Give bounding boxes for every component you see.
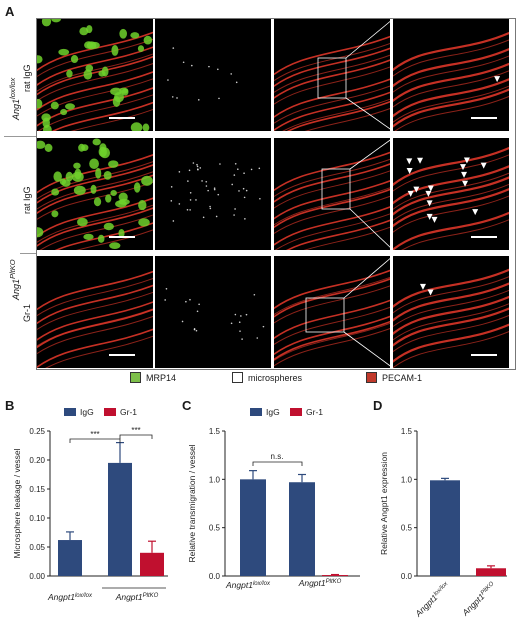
panel-letter-d: D <box>373 398 383 413</box>
y-tick-label: 1.0 <box>401 475 413 484</box>
micrograph-r2-c2 <box>155 138 271 250</box>
scale-bar <box>471 117 497 119</box>
sig-bracket <box>252 461 303 466</box>
y-tick-label: 1.0 <box>209 475 221 484</box>
legend-pecam1: PECAM-1 <box>366 372 422 383</box>
y-tick-label: 0.10 <box>29 514 45 523</box>
legend-swatch <box>250 408 262 416</box>
y-tick-label: 0.15 <box>29 485 45 494</box>
scale-bar <box>109 354 135 356</box>
y-axis-label: Microsphere leakage / vessel <box>12 448 22 558</box>
x-group-label: Angpt1lox/lox <box>413 580 453 620</box>
micrograph-r3-c1 <box>37 256 153 368</box>
chart-d: 0.0 0.5 1.0 1.5 Relative Angpt1 expression An… <box>379 427 507 620</box>
chart-c: 0.0 0.5 1.0 1.5 Relative transmigration / ve… <box>187 407 360 590</box>
bar <box>240 479 266 576</box>
mrp14-swatch <box>130 372 141 383</box>
micrograph-r2-c1 <box>37 138 153 250</box>
y-tick-label: 0.0 <box>401 572 413 581</box>
x-group-label: Angpt1PltKO <box>298 578 342 588</box>
micrograph-r1-c4 <box>393 19 509 131</box>
legend-pecam1-label: PECAM-1 <box>382 372 423 383</box>
micrograph-r2-c4 <box>393 138 509 250</box>
scale-bar <box>471 354 497 356</box>
legend-swatch <box>290 408 302 416</box>
treatment-label-3: Gr-1 <box>22 304 32 322</box>
genotype-label-lox: Ang1lox/lox <box>8 77 21 120</box>
panel-letter-a: A <box>5 4 15 19</box>
y-axis-label: Relative Angpt1 expression <box>379 452 389 555</box>
micrograph-r3-c2 <box>155 256 271 368</box>
pecam1-swatch <box>366 372 377 383</box>
zoom-region-box <box>321 168 351 210</box>
x-group-label: Angpt1lox/lox <box>47 592 93 602</box>
bar <box>58 540 82 576</box>
bar <box>289 482 315 576</box>
legend-mrp14: MRP14 <box>130 372 176 383</box>
scale-bar <box>109 236 135 238</box>
scale-bar <box>471 236 497 238</box>
panel-letter-c: C <box>182 398 192 413</box>
legend-label: IgG <box>266 407 280 417</box>
y-tick-label: 0.20 <box>29 456 45 465</box>
scale-bar <box>109 117 135 119</box>
significance-label: *** <box>131 426 140 435</box>
micrograph-r1-c1 <box>37 19 153 131</box>
y-tick-label: 0.00 <box>29 572 45 581</box>
x-group-label: Angpt1lox/lox <box>225 580 271 590</box>
significance-label: n.s. <box>271 452 284 461</box>
y-tick-label: 0.5 <box>209 524 221 533</box>
legend-label: Gr-1 <box>120 407 137 417</box>
legend-mrp14-label: MRP14 <box>146 372 177 383</box>
sig-bracket <box>69 438 121 443</box>
chart-b: 0.00 0.05 0.10 0.15 0.20 0.25 Microsphere leak… <box>12 407 168 602</box>
zoom-region-box <box>317 57 347 99</box>
legend-swatch <box>104 408 116 416</box>
zoom-region-box <box>305 297 345 333</box>
treatment-label-1: rat IgG <box>22 64 32 92</box>
micrograph-r2-c3 <box>274 138 390 250</box>
bar <box>140 552 164 576</box>
legend-microspheres-label: microspheres <box>248 372 303 383</box>
bar <box>476 568 506 576</box>
legend-label: IgG <box>80 407 94 417</box>
y-tick-label: 0.5 <box>401 524 413 533</box>
label-separator-1 <box>4 136 36 137</box>
x-group-label: Angpt1PltKO <box>115 592 159 602</box>
y-tick-label: 1.5 <box>401 427 413 436</box>
micrograph-r1-c3 <box>274 19 390 131</box>
legend-swatch <box>64 408 76 416</box>
y-tick-label: 0.0 <box>209 572 221 581</box>
sig-bracket <box>119 434 153 439</box>
bar <box>430 480 460 576</box>
micrograph-r3-c3 <box>274 256 390 368</box>
significance-label: *** <box>90 430 99 439</box>
panel-letter-b: B <box>5 398 15 413</box>
bar <box>322 575 348 576</box>
label-separator-2 <box>20 253 36 254</box>
y-tick-label: 1.5 <box>209 427 221 436</box>
bar <box>108 462 132 576</box>
y-tick-label: 0.25 <box>29 427 45 436</box>
micrograph-r3-c4 <box>393 256 509 368</box>
legend-microspheres: microspheres <box>232 372 302 383</box>
y-axis-label: Relative transmigration / vessel <box>187 444 197 562</box>
x-group-label: Angpt1PltKO <box>459 580 497 618</box>
y-tick-label: 0.05 <box>29 543 45 552</box>
treatment-label-2: rat IgG <box>22 186 32 214</box>
microspheres-swatch <box>232 372 243 383</box>
legend-label: Gr-1 <box>306 407 323 417</box>
figure-a-frame <box>36 18 516 370</box>
genotype-label-pltko: Ang1PltKO <box>8 259 21 300</box>
micrograph-r1-c2 <box>155 19 271 131</box>
